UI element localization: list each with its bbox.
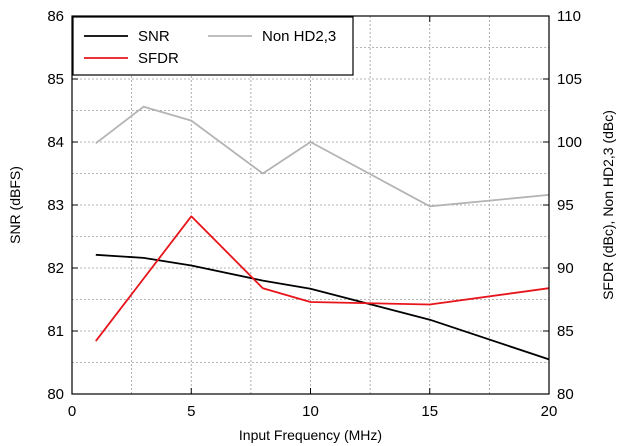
x-axis-title: Input Frequency (MHz)	[239, 427, 382, 443]
y2-tick-label: 85	[557, 323, 574, 340]
legend-label-non-hd2-3: Non HD2,3	[262, 28, 336, 45]
y-tick-label: 81	[47, 323, 64, 340]
legend-label-sfdr: SFDR	[138, 50, 179, 67]
y-tick-label: 84	[47, 134, 64, 151]
series-line-sfdr	[95, 215, 550, 342]
legend-box	[72, 16, 354, 76]
series-lines	[95, 105, 550, 361]
y2-tick-label: 90	[557, 260, 574, 277]
x-tick-label: 15	[421, 403, 438, 420]
y2-axis-title: SFDR (dBc), Non HD2,3 (dBc)	[600, 110, 616, 300]
y2-tick-label: 100	[557, 134, 582, 151]
y2-tick-label: 105	[557, 71, 582, 88]
series-line-non-hd2-3	[95, 105, 550, 208]
x-tick-label: 20	[541, 403, 558, 420]
y-axis-title: SNR (dBFS)	[7, 166, 23, 244]
series-line-snr	[95, 253, 550, 361]
y-tick-label: 82	[47, 260, 64, 277]
y2-tick-label: 110	[557, 8, 581, 25]
y2-tick-label: 95	[557, 197, 574, 214]
y-tick-label: 83	[47, 197, 64, 214]
y-tick-label: 85	[47, 71, 64, 88]
legend: SNR SFDR Non HD2,3	[72, 16, 354, 76]
x-tick-label: 0	[68, 403, 76, 420]
y-tick-label: 80	[47, 386, 64, 403]
x-tick-label: 10	[302, 403, 319, 420]
legend-label-snr: SNR	[138, 28, 170, 45]
y2-tick-label: 80	[557, 386, 574, 403]
y-tick-label: 86	[47, 8, 64, 25]
x-tick-label: 5	[187, 403, 195, 420]
